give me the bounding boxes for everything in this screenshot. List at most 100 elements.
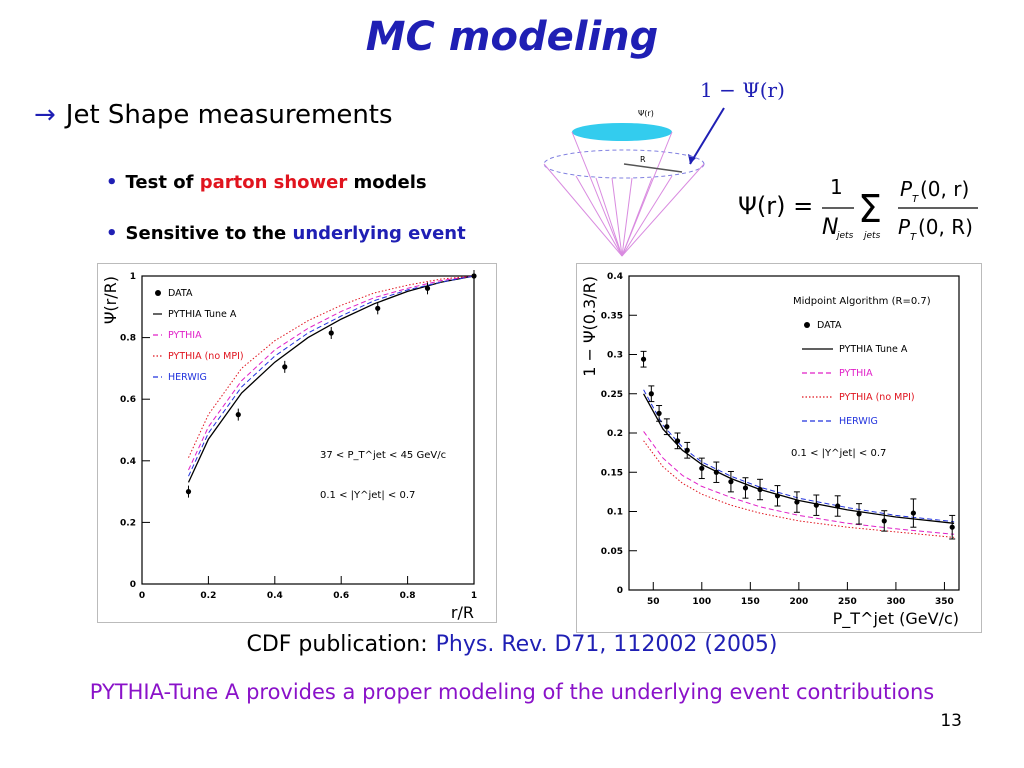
x-tick-label-3: 200	[789, 597, 808, 607]
formula-num-sub: T	[912, 194, 919, 205]
series-line-pythia-no-mpi-	[188, 275, 475, 458]
data-point	[282, 364, 288, 370]
data-point	[664, 424, 670, 430]
x-tick-label-6: 350	[935, 597, 954, 607]
y-tick-label-3: 0.15	[601, 468, 623, 478]
publication-line: CDF publication: Phys. Rev. D71, 112002 (…	[0, 632, 1024, 657]
y-axis-label: 1 − Ψ(0.3/R)	[580, 276, 599, 377]
data-point	[881, 518, 887, 524]
x-tick-label-1: 0.2	[200, 591, 216, 601]
formula-num-arg: (0, r)	[920, 177, 969, 201]
data-point	[835, 503, 841, 509]
sub-bullet-2: • Sensitive to the underlying event	[106, 223, 466, 244]
x-tick-label-5: 300	[887, 597, 906, 607]
x-tick-label-1: 100	[692, 597, 711, 607]
cone-pointer-arrow	[689, 107, 725, 165]
formula-N-sub: jets	[835, 231, 854, 241]
data-point	[471, 273, 477, 279]
jet-shape-formula: Ψ(r) = 1 N jets Σ jets P T (0, r) P T (0…	[738, 175, 978, 243]
x-axis-label: r/R	[451, 603, 474, 622]
data-point	[910, 510, 916, 516]
y-tick-label-0: 0	[617, 586, 623, 596]
data-point	[640, 356, 647, 362]
formula-lhs: Ψ(r) =	[738, 192, 813, 220]
y-tick-label-2: 0.4	[120, 457, 136, 467]
plot-frame	[141, 275, 475, 585]
publication-reference[interactable]: Phys. Rev. D71, 112002 (2005)	[435, 632, 778, 657]
data-point	[742, 485, 749, 491]
x-tick-label-5: 1	[471, 591, 477, 601]
formula-sum-icon: Σ	[858, 187, 882, 231]
annotation-0: 0.1 < |Y^jet| < 0.7	[791, 448, 886, 459]
x-tick-label-3: 0.6	[333, 591, 349, 601]
bullet-dot-icon: •	[106, 172, 118, 193]
x-axis-label: P_T^jet (GeV/c)	[833, 609, 959, 629]
cone-radius-line	[623, 163, 683, 173]
data-point	[757, 486, 763, 493]
y-tick-label-1: 0.2	[120, 518, 136, 528]
y-tick-label-0: 0	[130, 580, 136, 590]
formula-one: 1	[830, 175, 843, 199]
legend-label-data: DATA	[817, 320, 842, 331]
cone-inner-top	[572, 123, 672, 141]
series-line-pythia	[188, 275, 475, 471]
series-line-herwig	[188, 275, 475, 477]
x-tick-label-0: 50	[647, 597, 660, 607]
sub1-text: Test of	[125, 172, 194, 193]
x-tick-label-2: 150	[741, 597, 760, 607]
data-point	[774, 493, 781, 499]
y-tick-label-2: 0.1	[607, 508, 623, 518]
data-point	[699, 465, 705, 471]
y-tick-label-8: 0.4	[607, 272, 623, 282]
legend-label-herwig: HERWIG	[839, 416, 878, 427]
jet-cone-diagram: Ψ(r) R	[543, 107, 725, 257]
main-bullet: → Jet Shape measurements	[34, 100, 393, 130]
legend-label-pythia-tune-a: PYTHIA Tune A	[839, 344, 908, 355]
y-tick-label-5: 0.25	[601, 390, 623, 400]
series-line-pythia-no-mpi-	[643, 440, 955, 538]
formula-den-P: P	[898, 215, 911, 239]
publication-label: CDF publication:	[246, 632, 428, 657]
cone-radius-label: R	[640, 155, 646, 164]
formula-den-arg: (0, R)	[918, 215, 973, 239]
y-tick-label-7: 0.35	[601, 311, 623, 321]
data-point	[856, 511, 862, 517]
x-tick-label-4: 250	[838, 597, 857, 607]
annotation-0: 37 < P_T^jet < 45 GeV/c	[320, 450, 446, 461]
data-point	[813, 502, 819, 508]
cone-lines	[543, 131, 705, 257]
data-point	[328, 330, 334, 336]
formula-num-P: P	[900, 177, 913, 201]
data-point	[375, 305, 381, 311]
annotation-1: 0.1 < |Y^jet| < 0.7	[320, 490, 415, 501]
y-tick-label-4: 0.8	[120, 334, 136, 344]
data-point	[235, 412, 241, 418]
y-tick-label-1: 0.05	[601, 547, 623, 557]
jet-shape-chart-right: 50 100 150 200 250 300 350 0 0.05 0.1 0.15 0.2 0.25 0…	[576, 263, 982, 633]
formula-sum-sub: jets	[862, 231, 881, 241]
legend-label-data: DATA	[168, 288, 193, 299]
legend-label-pythia: PYTHIA	[839, 368, 873, 379]
sub-bullet-1: • Test of parton shower models	[106, 172, 427, 193]
data-point	[648, 391, 654, 397]
legend-marker-data	[804, 322, 810, 328]
y-tick-label-4: 0.2	[607, 429, 623, 439]
arrow-right-icon: →	[34, 100, 56, 130]
legend-label-pythia-no-mpi-: PYTHIA (no MPI)	[839, 392, 915, 403]
legend-label-herwig: HERWIG	[168, 372, 207, 383]
x-tick-label-4: 0.8	[400, 591, 416, 601]
chart-right-svg: 50 100 150 200 250 300 350 0 0.05 0.1 0.15 0.2 0.25 0…	[580, 272, 960, 629]
legend-label-pythia-no-mpi-: PYTHIA (no MPI)	[168, 351, 244, 362]
series-line-pythia	[643, 431, 955, 535]
x-tick-label-2: 0.4	[267, 591, 283, 601]
cone-inner-label: Ψ(r)	[638, 109, 654, 118]
y-tick-label-5: 1	[130, 272, 136, 282]
data-point	[674, 438, 681, 444]
sub2-text: Sensitive to the	[125, 223, 287, 244]
data-point	[185, 489, 192, 495]
y-tick-label-3: 0.6	[120, 395, 136, 405]
sub2-highlight: underlying event	[292, 223, 466, 244]
chart-left-svg: 0 0.2 0.4 0.6 0.8 1 0 0.2 0.4 0.6 0.8 1 r/R Ψ(r/R) DAT…	[101, 270, 477, 622]
formula-N: N	[822, 215, 838, 240]
jet-shape-chart-left: 0 0.2 0.4 0.6 0.8 1 0 0.2 0.4 0.6 0.8 1 r/R Ψ(r/R) DAT…	[97, 263, 497, 623]
